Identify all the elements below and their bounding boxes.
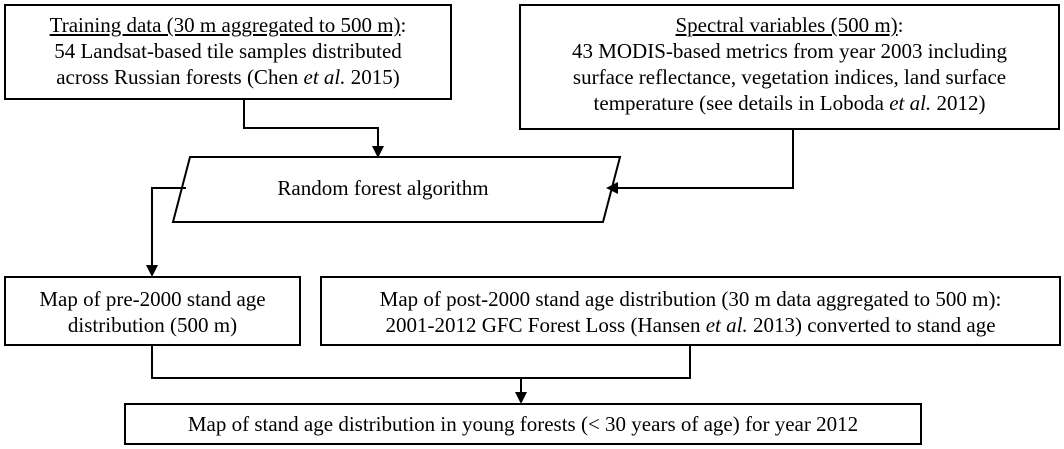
- arrow-spectral-to-algorithm: [606, 130, 794, 194]
- pre2000-map-box: Map of pre-2000 stand age distribution (…: [4, 276, 301, 346]
- spectral-title: Spectral variables (500 m): [675, 13, 898, 37]
- pre2000-line2: distribution (500 m): [67, 313, 238, 337]
- algorithm-parallelogram: [171, 156, 622, 223]
- spectral-title-line: Spectral variables (500 m):: [675, 13, 904, 37]
- final-label: Map of stand age distribution in young f…: [187, 412, 859, 436]
- spectral-variables-box: Spectral variables (500 m): 43 MODIS-bas…: [519, 4, 1060, 130]
- pre2000-line1: Map of pre-2000 stand age: [39, 287, 266, 311]
- post2000-line1: Map of post-2000 stand age distribution …: [379, 287, 1002, 311]
- training-line2: across Russian forests (Chen et al. 2015…: [56, 65, 400, 89]
- spectral-line3: temperature (see details in Loboda et al…: [593, 91, 986, 115]
- training-line1: 54 Landsat-based tile samples distribute…: [54, 39, 402, 63]
- training-data-box: Training data (30 m aggregated to 500 m)…: [4, 4, 452, 100]
- training-title-line: Training data (30 m aggregated to 500 m)…: [49, 13, 407, 37]
- spectral-line1: 43 MODIS-based metrics from year 2003 in…: [571, 39, 1008, 63]
- spectral-line2: surface reflectance, vegetation indices,…: [572, 65, 1007, 89]
- arrow-algorithm-to-pre2000: [146, 187, 186, 277]
- final-map-box: Map of stand age distribution in young f…: [124, 403, 922, 445]
- post2000-map-box: Map of post-2000 stand age distribution …: [320, 276, 1061, 346]
- arrow-training-to-algorithm: [243, 100, 384, 158]
- algorithm-label: Random forest algorithm: [277, 176, 489, 200]
- merge-line: [151, 346, 691, 379]
- training-title: Training data (30 m aggregated to 500 m): [49, 13, 401, 37]
- post2000-line2: 2001-2012 GFC Forest Loss (Hansen et al.…: [385, 313, 996, 337]
